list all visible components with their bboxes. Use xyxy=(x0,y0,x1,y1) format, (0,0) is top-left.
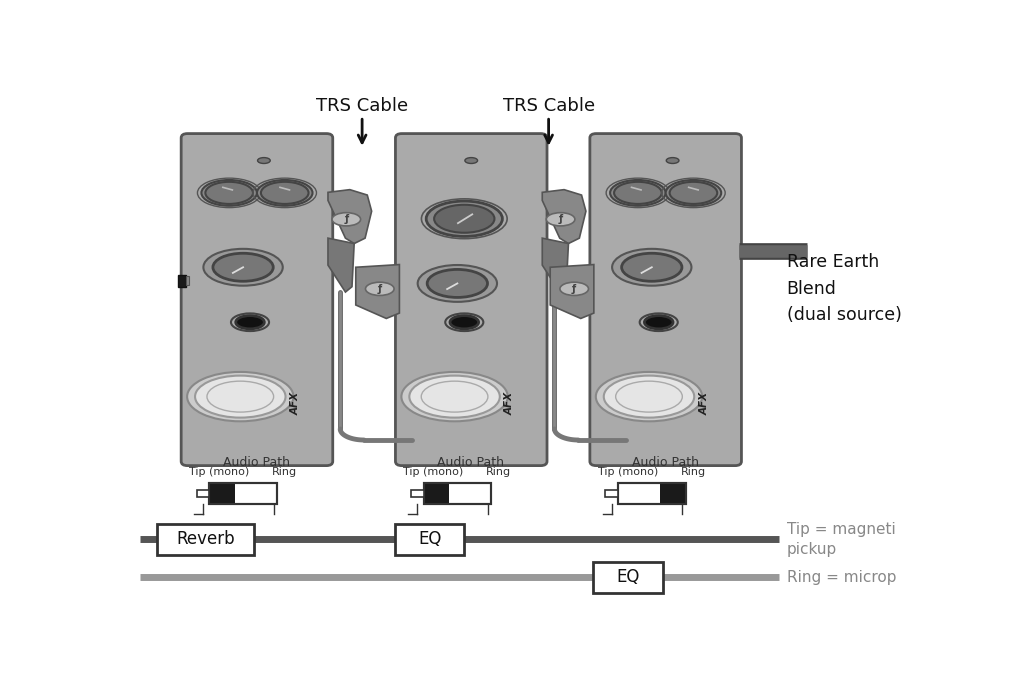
Ellipse shape xyxy=(560,282,589,295)
Text: Tip (mono): Tip (mono) xyxy=(189,468,250,477)
Text: AFX: AFX xyxy=(699,391,710,414)
Bar xyxy=(424,483,492,505)
Text: Reverb: Reverb xyxy=(176,531,234,549)
Polygon shape xyxy=(355,265,399,318)
Text: ƒ: ƒ xyxy=(344,214,348,224)
Polygon shape xyxy=(543,238,568,292)
Ellipse shape xyxy=(187,372,294,421)
Text: ƒ: ƒ xyxy=(378,284,382,294)
Ellipse shape xyxy=(670,182,717,204)
Bar xyxy=(209,483,276,505)
Bar xyxy=(186,276,189,285)
Ellipse shape xyxy=(366,282,394,295)
FancyBboxPatch shape xyxy=(157,524,254,555)
Text: Audio Path: Audio Path xyxy=(223,456,290,470)
Ellipse shape xyxy=(596,372,702,421)
Bar xyxy=(618,483,685,505)
Text: AFX: AFX xyxy=(291,391,301,414)
Ellipse shape xyxy=(612,248,691,286)
Bar xyxy=(209,483,234,505)
Ellipse shape xyxy=(204,248,283,286)
Ellipse shape xyxy=(332,213,360,226)
Bar xyxy=(605,490,618,498)
Text: EQ: EQ xyxy=(418,531,441,549)
Ellipse shape xyxy=(418,265,497,302)
Polygon shape xyxy=(543,190,586,244)
Ellipse shape xyxy=(258,158,270,164)
Ellipse shape xyxy=(202,180,257,206)
Polygon shape xyxy=(328,190,372,244)
Ellipse shape xyxy=(410,376,500,418)
Text: Tip (mono): Tip (mono) xyxy=(403,468,464,477)
Ellipse shape xyxy=(257,180,312,206)
Ellipse shape xyxy=(434,204,495,233)
Bar xyxy=(659,483,685,505)
Text: Ring = microp: Ring = microp xyxy=(786,570,896,584)
Ellipse shape xyxy=(427,270,487,298)
Ellipse shape xyxy=(213,253,273,281)
Ellipse shape xyxy=(604,376,694,418)
Ellipse shape xyxy=(426,201,503,237)
Text: Tip (mono): Tip (mono) xyxy=(598,468,658,477)
FancyBboxPatch shape xyxy=(593,561,663,593)
Ellipse shape xyxy=(547,213,574,226)
Ellipse shape xyxy=(261,182,308,204)
Ellipse shape xyxy=(622,253,682,281)
Text: Ring: Ring xyxy=(271,468,297,477)
Text: EQ: EQ xyxy=(616,568,640,586)
Ellipse shape xyxy=(667,158,679,164)
Text: Audio Path: Audio Path xyxy=(437,456,505,470)
Ellipse shape xyxy=(236,316,264,329)
Bar xyxy=(197,490,209,498)
Text: Ring: Ring xyxy=(681,468,706,477)
FancyBboxPatch shape xyxy=(394,524,465,555)
Bar xyxy=(618,483,685,505)
Polygon shape xyxy=(550,265,594,318)
FancyBboxPatch shape xyxy=(590,134,741,466)
Bar xyxy=(424,483,450,505)
Text: ƒ: ƒ xyxy=(572,284,577,294)
Text: Tip = magneti
pickup: Tip = magneti pickup xyxy=(786,522,895,557)
Bar xyxy=(411,490,424,498)
Ellipse shape xyxy=(666,180,721,206)
Ellipse shape xyxy=(610,180,666,206)
Text: Ring: Ring xyxy=(486,468,511,477)
Ellipse shape xyxy=(401,372,508,421)
Ellipse shape xyxy=(450,316,478,329)
Ellipse shape xyxy=(465,158,477,164)
Text: ƒ: ƒ xyxy=(558,214,563,224)
FancyBboxPatch shape xyxy=(395,134,547,466)
Polygon shape xyxy=(328,238,354,292)
Bar xyxy=(178,275,186,287)
Text: TRS Cable: TRS Cable xyxy=(316,97,409,115)
Ellipse shape xyxy=(644,316,673,329)
Text: TRS Cable: TRS Cable xyxy=(503,97,595,115)
Text: Rare Earth
Blend
(dual source): Rare Earth Blend (dual source) xyxy=(786,253,901,324)
Text: AFX: AFX xyxy=(505,391,515,414)
FancyBboxPatch shape xyxy=(181,134,333,466)
Bar xyxy=(424,483,492,505)
Text: Audio Path: Audio Path xyxy=(632,456,698,470)
Ellipse shape xyxy=(206,182,253,204)
Bar xyxy=(209,483,276,505)
Ellipse shape xyxy=(195,376,286,418)
Ellipse shape xyxy=(614,182,662,204)
